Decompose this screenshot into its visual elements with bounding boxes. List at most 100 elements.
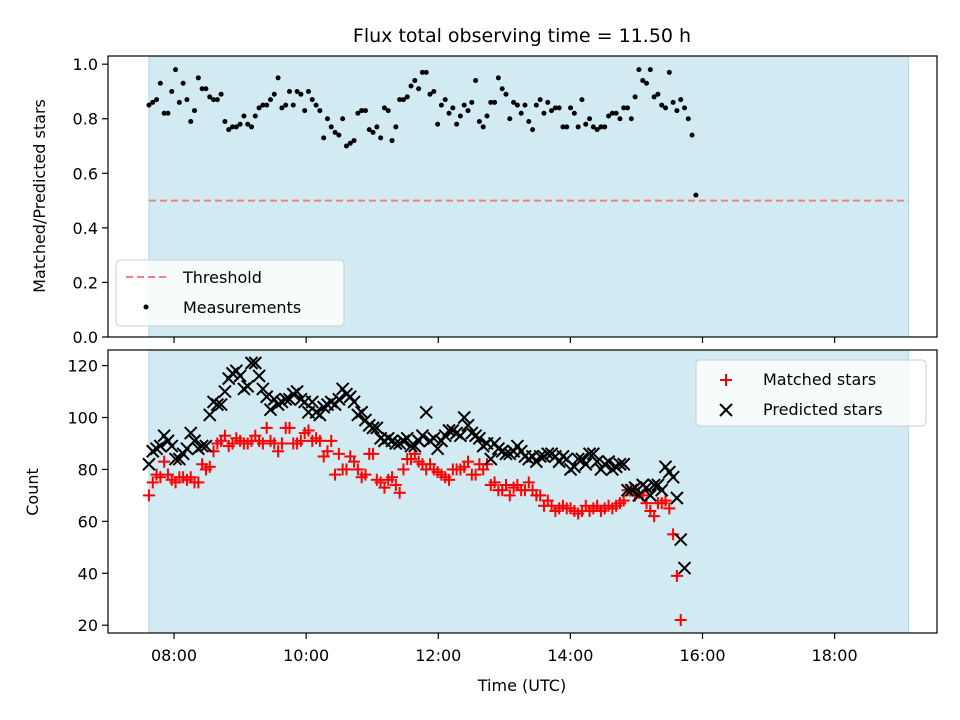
measurement-point bbox=[214, 97, 220, 103]
measurement-point bbox=[150, 99, 156, 105]
matched-stars-point bbox=[275, 437, 288, 450]
measurement-point bbox=[332, 129, 338, 135]
ratio-panel-axes: 0.0 0.2 0.4 0.6 0.8 1.0 bbox=[73, 55, 836, 347]
x-tick-label: 16:00 bbox=[679, 646, 725, 665]
x-tick-label: 18:00 bbox=[812, 646, 858, 665]
measurement-point bbox=[351, 138, 357, 144]
measurement-point bbox=[602, 124, 608, 130]
measurement-point bbox=[381, 105, 387, 111]
measurement-point bbox=[298, 91, 304, 97]
measurement-point bbox=[343, 143, 349, 149]
measurement-point bbox=[267, 97, 273, 103]
measurement-point bbox=[435, 121, 441, 127]
measurement-point bbox=[503, 91, 509, 97]
predicted-stars-point bbox=[415, 428, 430, 443]
matched-stars-point bbox=[674, 614, 687, 627]
measurement-point bbox=[522, 102, 528, 108]
measurement-point bbox=[176, 99, 182, 105]
matched-legend-swatch bbox=[720, 374, 732, 386]
matched-stars-point bbox=[332, 447, 345, 460]
predicted-stars-point bbox=[218, 384, 232, 399]
predicted-stars-point bbox=[628, 480, 642, 495]
matched-stars-point bbox=[359, 468, 372, 481]
predicted-stars-point bbox=[263, 403, 278, 417]
measurement-point bbox=[211, 97, 217, 103]
measurement-point bbox=[294, 88, 300, 94]
predicted-stars-point bbox=[252, 369, 266, 383]
ratio-y-tick-label: 0.2 bbox=[73, 273, 98, 292]
predicted-stars-point bbox=[278, 392, 293, 407]
measurement-point bbox=[416, 86, 422, 92]
measurement-point bbox=[290, 102, 296, 108]
measurement-point bbox=[393, 124, 399, 130]
chart-title: Flux total observing time = 11.50 h bbox=[353, 25, 691, 47]
measurement-point bbox=[419, 69, 425, 75]
measurement-point bbox=[336, 132, 342, 138]
measurement-point bbox=[324, 116, 330, 122]
measurement-point bbox=[594, 127, 600, 133]
matched-stars-point bbox=[192, 476, 205, 489]
matched-stars-point bbox=[218, 429, 231, 442]
measurement-point bbox=[556, 105, 562, 111]
measurement-point bbox=[264, 102, 270, 108]
count-y-tick-label: 80 bbox=[78, 460, 98, 479]
measurement-point bbox=[670, 99, 676, 105]
measurement-point bbox=[309, 97, 315, 103]
measurement-point bbox=[408, 83, 414, 89]
measurements-legend-swatch bbox=[143, 304, 149, 310]
measurement-point bbox=[252, 113, 258, 119]
measurement-point bbox=[685, 116, 691, 122]
predicted-stars-point bbox=[442, 423, 456, 438]
measurement-point bbox=[241, 113, 247, 119]
matched-stars-point bbox=[302, 424, 315, 437]
count-y-tick-label: 60 bbox=[78, 512, 98, 531]
predicted-stars-point bbox=[153, 439, 168, 453]
matched-stars-point bbox=[389, 479, 402, 492]
measurement-point bbox=[682, 105, 688, 111]
predicted-stars-point bbox=[210, 397, 225, 412]
measurement-point bbox=[674, 108, 680, 114]
measurement-point bbox=[230, 124, 236, 130]
count-y-tick-label: 120 bbox=[67, 357, 98, 376]
measurement-point bbox=[571, 110, 577, 116]
predicted-stars-point bbox=[457, 410, 471, 425]
matched-stars-point bbox=[503, 489, 516, 502]
predicted-stars-point bbox=[643, 488, 658, 503]
measurement-point bbox=[154, 97, 160, 103]
x-tick-label: 12:00 bbox=[415, 646, 461, 665]
predicted-stars-point bbox=[332, 392, 346, 407]
measurement-point bbox=[507, 116, 513, 122]
predicted-stars-point bbox=[655, 483, 669, 497]
predicted-stars-point bbox=[639, 480, 654, 495]
predicted-legend-swatch bbox=[719, 403, 733, 417]
ratio-panel: 0.0 0.2 0.4 0.6 0.8 1.0 Matched/Predicted sta… bbox=[30, 55, 938, 347]
matched-stars-point bbox=[378, 481, 391, 494]
measurement-point bbox=[488, 99, 494, 105]
measurement-point bbox=[530, 127, 536, 133]
count-y-axis-label: Count bbox=[23, 468, 42, 516]
measurement-point bbox=[249, 124, 255, 130]
measurement-point bbox=[423, 69, 429, 75]
measurement-point bbox=[184, 97, 190, 103]
ratio-legend: Threshold Measurements bbox=[115, 259, 345, 327]
matched-stars-point bbox=[617, 494, 630, 507]
measurement-point bbox=[305, 88, 311, 94]
x-axis-label: Time (UTC) bbox=[477, 676, 566, 695]
measurement-point bbox=[636, 67, 642, 73]
predicted-stars-point bbox=[233, 369, 247, 383]
measurement-point bbox=[469, 99, 475, 105]
matched-stars-point bbox=[348, 455, 361, 468]
matched-stars-point bbox=[469, 468, 482, 481]
measurement-point bbox=[313, 102, 319, 108]
predicted-stars-point bbox=[256, 382, 270, 396]
measurement-point bbox=[260, 102, 266, 108]
count-y-tick-label: 20 bbox=[78, 616, 98, 635]
predicted-stars-point bbox=[647, 478, 661, 492]
measurement-point bbox=[203, 86, 209, 92]
count-legend: Matched stars Predicted stars bbox=[695, 359, 927, 427]
measurement-point bbox=[473, 78, 479, 84]
measurement-point bbox=[199, 86, 205, 92]
measurement-point bbox=[552, 105, 558, 111]
measurements-legend-label: Measurements bbox=[183, 298, 301, 317]
